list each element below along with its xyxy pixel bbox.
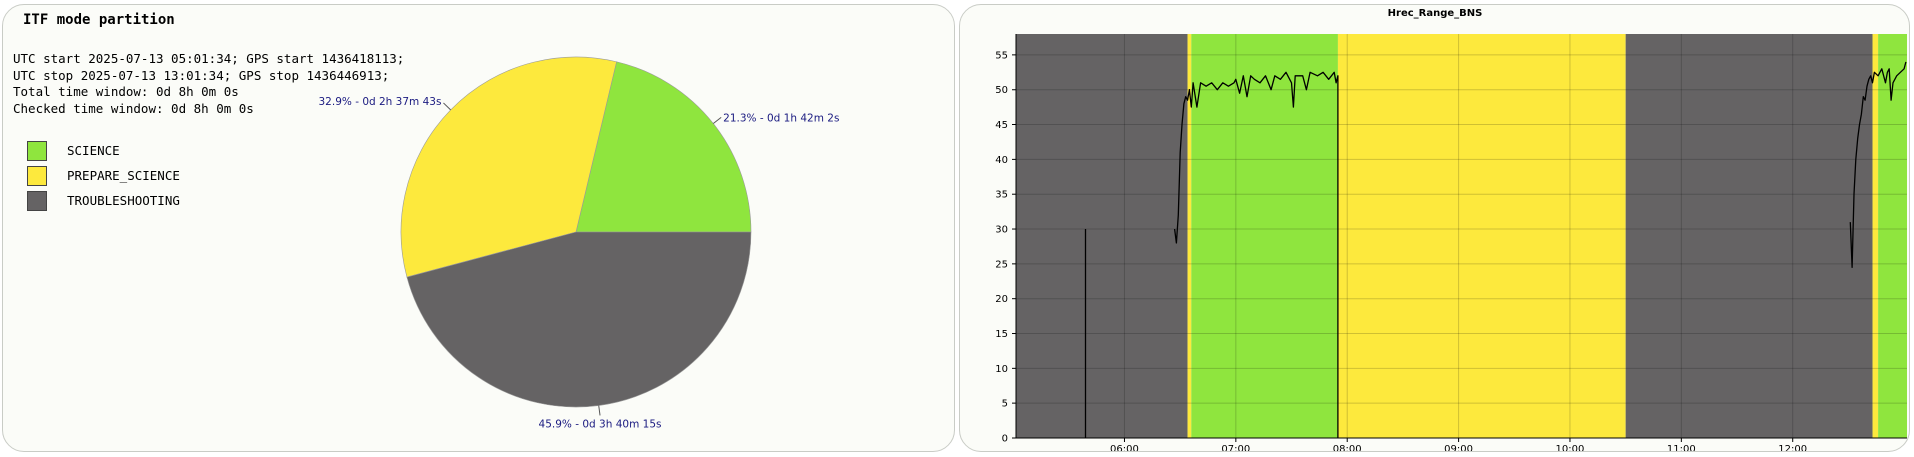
x-tick-label: 08:00	[1333, 444, 1362, 452]
y-tick-label: 0	[1002, 434, 1008, 445]
y-tick-label: 10	[995, 364, 1008, 375]
utc-stop-line: UTC stop 2025-07-13 13:01:34; GPS stop 1…	[13, 67, 390, 83]
mode-band-prepare-science	[1872, 34, 1879, 438]
legend-label: SCIENCE	[67, 143, 120, 158]
pie-slice-label: 32.9% - 0d 2h 37m 43s	[319, 96, 442, 108]
hrec-range-line-chart: Hrec_Range_BNS 0 5 10 15 20 25 30 35 40 45 50 55 06:…	[995, 8, 1907, 452]
pie-slice-prepare-science	[400, 56, 617, 278]
x-tick-label: 07:00	[1221, 444, 1250, 452]
utc-start-line: UTC start 2025-07-13 05:01:34; GPS start…	[13, 51, 405, 66]
legend-label: PREPARE_SCIENCE	[67, 168, 180, 183]
mode-band-prepare-science	[1337, 34, 1626, 438]
mode-band-troubleshooting	[1625, 34, 1873, 438]
x-tick-label: 12:00	[1778, 444, 1807, 452]
mode-partition-panel: ITF mode partition UTC start 2025-07-13 …	[2, 4, 955, 452]
y-tick-label: 55	[995, 50, 1008, 61]
pie-label-leader	[713, 116, 722, 124]
mode-band-prepare-science	[1187, 34, 1192, 438]
legend-label: TROUBLESHOOTING	[67, 193, 180, 208]
y-tick-label: 35	[995, 190, 1008, 201]
y-tick-label: 50	[995, 85, 1008, 96]
mode-partition-pie-chart: 21.3% - 0d 1h 42m 2s 32.9% - 0d 2h 37m 43…	[319, 56, 839, 430]
time-window-info: UTC start 2025-07-13 05:01:34; GPS start…	[13, 51, 404, 117]
x-tick-label: 11:00	[1667, 444, 1696, 452]
mode-band-science	[1191, 34, 1338, 438]
checked-time-window-line: Checked time window: 0d 8h 0m 0s	[13, 100, 254, 116]
y-tick-label: 5	[1002, 399, 1008, 410]
mode-band-troubleshooting	[1016, 34, 1188, 438]
legend-swatch	[27, 191, 47, 211]
y-tick-label: 20	[995, 294, 1008, 305]
chart-title: Hrec_Range_BNS	[1388, 8, 1483, 19]
x-tick-label: 09:00	[1444, 444, 1473, 452]
x-tick-label: 06:00	[1110, 444, 1139, 452]
legend-swatch	[27, 141, 47, 161]
mode-band-science	[1878, 34, 1907, 438]
total-time-window-line: Total time window: 0d 8h 0m 0s	[13, 84, 239, 99]
series-line	[1173, 71, 1339, 438]
y-tick-label: 25	[995, 259, 1008, 270]
y-tick-label: 45	[995, 120, 1008, 131]
hrec-range-panel: Hrec_Range_BNS 0 5 10 15 20 25 30 35 40 45 50 55 06:…	[959, 4, 1910, 452]
pie-slice-label: 45.9% - 0d 3h 40m 15s	[539, 418, 662, 430]
pie-label-leader	[598, 405, 601, 416]
y-tick-label: 40	[995, 155, 1008, 166]
panel-title: ITF mode partition	[23, 12, 175, 28]
legend-swatch	[27, 166, 47, 186]
series-line	[1849, 61, 1907, 268]
pie-label-leader	[443, 102, 451, 111]
x-tick-label: 10:00	[1556, 444, 1585, 452]
pie-slice-troubleshooting	[406, 231, 752, 408]
pie-slice-label: 21.3% - 0d 1h 42m 2s	[723, 112, 839, 124]
y-tick-label: 15	[995, 329, 1008, 340]
y-tick-label: 30	[995, 225, 1008, 236]
